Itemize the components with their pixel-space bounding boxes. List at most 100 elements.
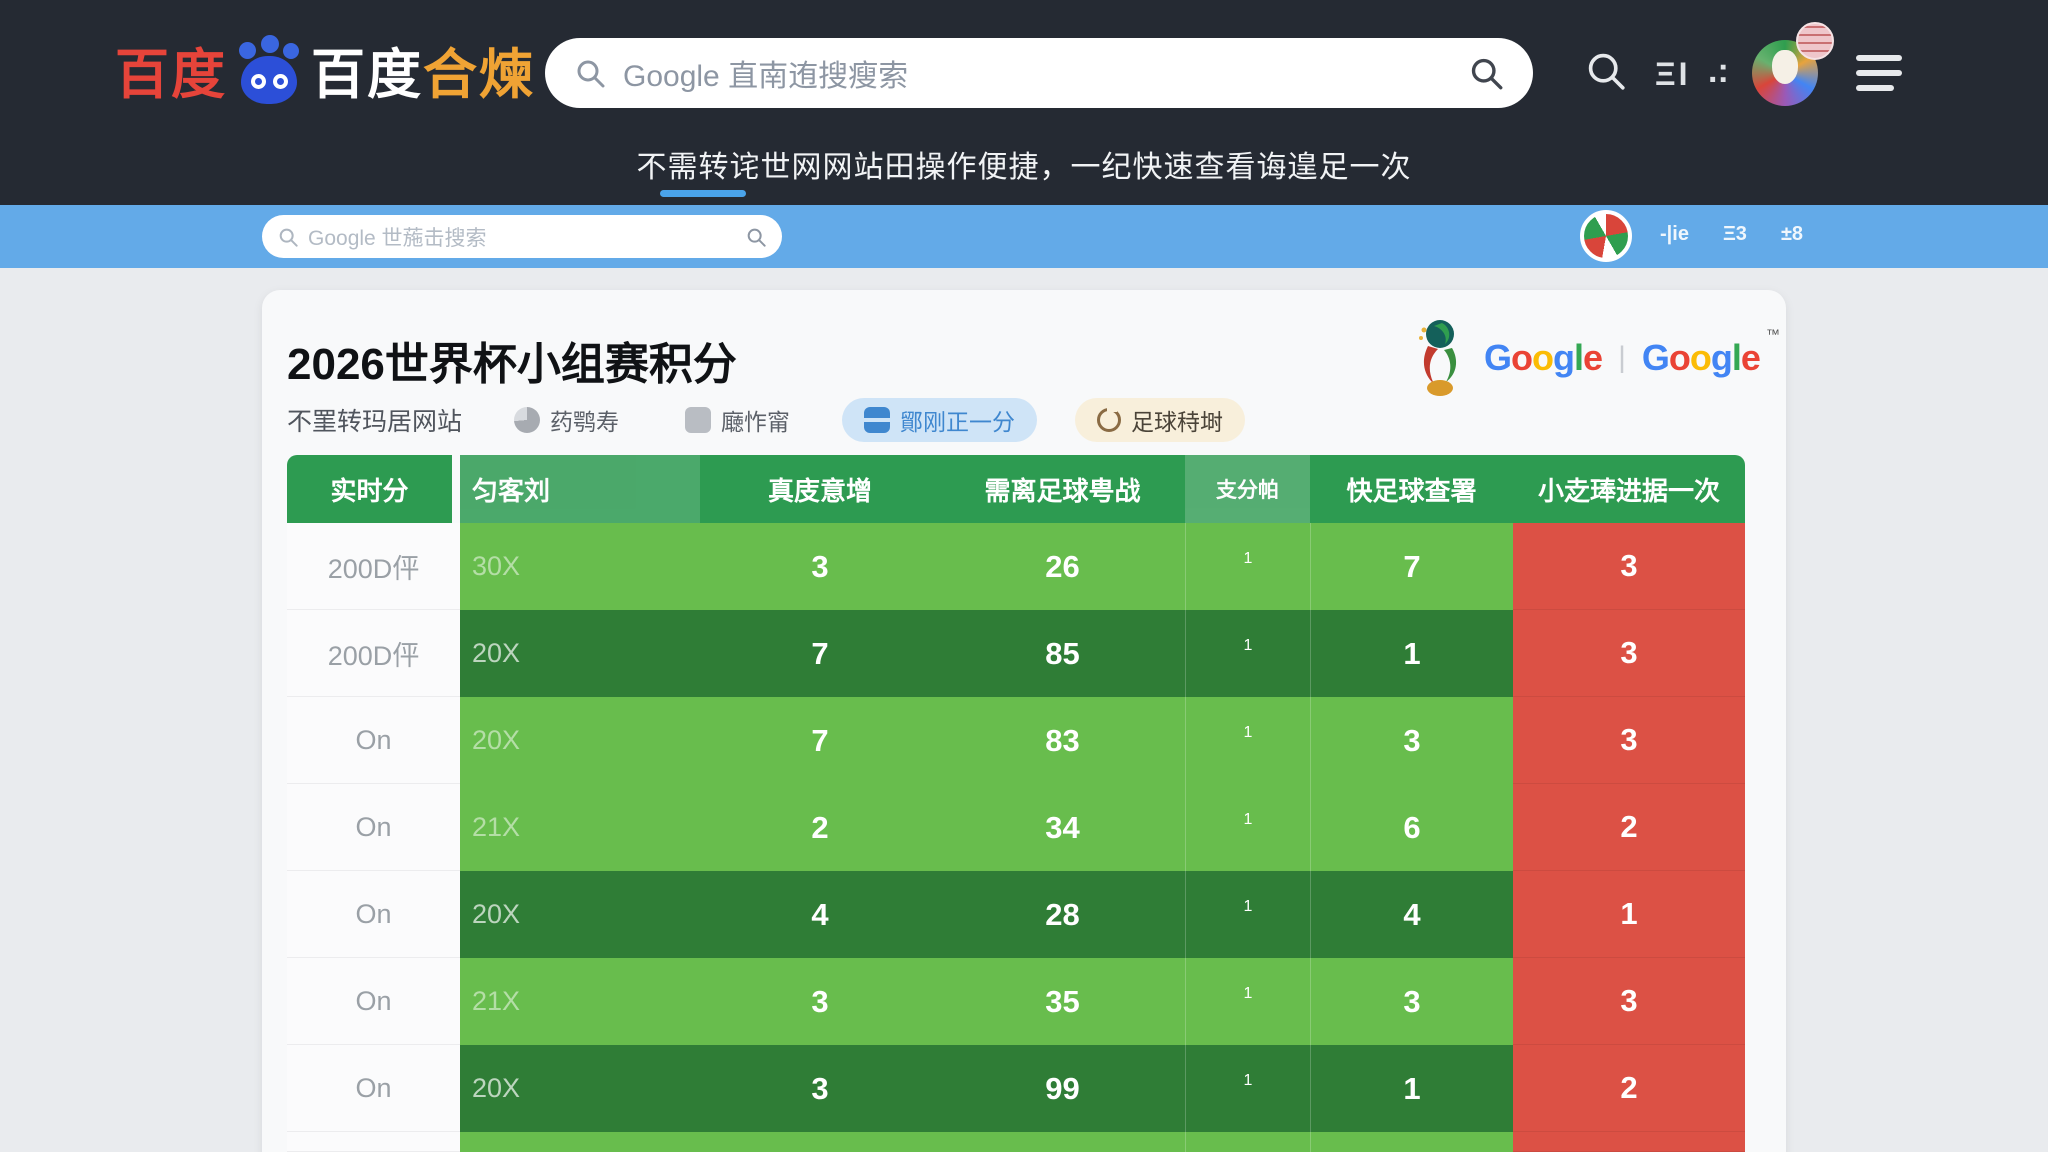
refresh-clock-icon: [1097, 404, 1122, 432]
square-icon: [685, 407, 712, 433]
cell-col2: 20X: [460, 1045, 700, 1132]
cell-col4: 83: [940, 697, 1185, 784]
standings-card: 2026世界杯小组赛积分 Google | Google ™ 不罣转玛居网站 药…: [262, 290, 1786, 1152]
trademark-mark: ™: [1765, 326, 1780, 342]
cell-col7: 3: [1513, 697, 1745, 784]
bluebar-links: -|ie Ξ3 ±8: [1660, 223, 1803, 246]
cell-status: 200D伻: [287, 523, 460, 610]
cell-col2: 21X: [460, 958, 700, 1045]
world-cup-trophy-logo: [1419, 320, 1457, 396]
cell-col2: 21X: [460, 784, 700, 871]
brand-row: Google | Google ™: [1412, 318, 1780, 398]
page-background: 2026世界杯小组赛积分 Google | Google ™ 不罣转玛居网站 药…: [0, 268, 2048, 1152]
header-cell: 支分帕: [1185, 455, 1310, 523]
header-cell: 实时分: [287, 455, 460, 523]
baidu-paw-icon: [233, 34, 305, 106]
filter-chip-football[interactable]: 足球秲埘: [1075, 398, 1246, 442]
cell-col4: 35: [940, 958, 1185, 1045]
chip-label: 药鹗寿: [550, 409, 620, 435]
google-logo: Google: [1641, 337, 1761, 378]
cell-col4: 26: [940, 523, 1185, 610]
cell-col2: 20X: [460, 697, 700, 784]
chip-label: 足球秲埘: [1131, 409, 1224, 435]
cell-col2: 20X: [460, 871, 700, 958]
cell-col5: [1185, 1132, 1310, 1152]
cell-col3: 2: [700, 784, 940, 871]
cell-col2: [460, 1132, 700, 1152]
cell-status: On: [287, 958, 460, 1045]
table-body: 200D伻 30X 3 26 1 7 3 200D伻 20X 7 85 1 1 …: [287, 523, 1745, 1132]
table-row: On 20X 4 28 1 4 1: [287, 871, 1745, 958]
avatar-badge: [1796, 22, 1834, 60]
cell-col3: 4: [700, 871, 940, 958]
cell-col3: 3: [700, 1045, 940, 1132]
cell-status: On: [287, 784, 460, 871]
cell-col6: 1: [1310, 610, 1513, 697]
cell-col6: 1: [1310, 1045, 1513, 1132]
header-cell: 匀客刘: [460, 455, 700, 523]
cell-col3: [700, 1132, 940, 1152]
header-cell: 需离足球甹战: [940, 455, 1185, 523]
filter-chip-2[interactable]: 廰怍甯: [671, 398, 804, 442]
filter-chip-active[interactable]: 鄮刚正一分: [842, 398, 1038, 442]
main-search-input[interactable]: Google 直南迶搜瘦索: [545, 38, 1533, 108]
cell-col7: 3: [1513, 958, 1745, 1045]
cell-col5: 1: [1185, 610, 1310, 697]
search-placeholder: Google 直南迶搜瘦索: [623, 60, 909, 93]
cell-status: On: [287, 697, 460, 784]
table-row: On 21X 2 34 1 6 2: [287, 784, 1745, 871]
cell-col3: 7: [700, 610, 940, 697]
search-submit-icon[interactable]: [1469, 56, 1503, 90]
secondary-search-placeholder: Google 世葹击搜索: [308, 226, 487, 250]
card-gray-note: 不罣转玛居网站: [287, 408, 463, 436]
bluebar-link[interactable]: ±8: [1780, 223, 1804, 245]
chip-label: 鄮刚正一分: [900, 409, 1016, 435]
page-title: 2026世界杯小组赛积分: [287, 340, 737, 389]
cell-col5: 1: [1185, 958, 1310, 1045]
cell-col6: 6: [1310, 784, 1513, 871]
google-logo: Google: [1484, 337, 1603, 378]
filter-row: 不罣转玛居网站 药鹗寿 廰怍甯 鄮刚正一分 足球秲埘: [287, 398, 1246, 442]
cell-col4: [940, 1132, 1185, 1152]
cell-col7: [1513, 1132, 1745, 1152]
more-options-icon[interactable]: .:: [1708, 52, 1729, 90]
cell-col7: 3: [1513, 523, 1745, 610]
cell-status: On: [287, 871, 460, 958]
search-icon: [577, 60, 605, 88]
cell-col2: 30X: [460, 523, 700, 610]
header-cell: 真庋意增: [700, 455, 940, 523]
cell-col6: 7: [1310, 523, 1513, 610]
cell-col7: 2: [1513, 1045, 1745, 1132]
stack-icon: [864, 407, 891, 433]
menu-hamburger-icon[interactable]: [1856, 55, 1902, 100]
layout-icon[interactable]: ΞI: [1655, 56, 1691, 92]
bluebar-link[interactable]: Ξ3: [1722, 223, 1747, 245]
football-crest-icon[interactable]: [1580, 210, 1632, 262]
baidu-logo[interactable]: 百度 百度 合煉: [115, 30, 535, 109]
table-row-partial: [287, 1132, 1745, 1152]
cell-col6: 4: [1310, 871, 1513, 958]
table-row: 200D伻 20X 7 85 1 1 3: [287, 610, 1745, 697]
cell-col4: 99: [940, 1045, 1185, 1132]
cell-col4: 28: [940, 871, 1185, 958]
filter-chip-1[interactable]: 药鹗寿: [500, 398, 633, 442]
nav-search-icon[interactable]: [1585, 50, 1627, 92]
cell-col3: 7: [700, 697, 940, 784]
search-icon: [279, 228, 298, 247]
cell-col5: 1: [1185, 697, 1310, 784]
banner-tab-indicator: [660, 190, 746, 197]
search-submit-icon[interactable]: [746, 227, 766, 247]
logo-text-gold: 合煉: [423, 45, 535, 105]
table-row: 200D伻 30X 3 26 1 7 3: [287, 523, 1745, 610]
cell-col4: 34: [940, 784, 1185, 871]
cell-col2: 20X: [460, 610, 700, 697]
logo-text-white: 百度: [311, 45, 423, 105]
cell-status: 200D伻: [287, 610, 460, 697]
secondary-search-input[interactable]: Google 世葹击搜索: [262, 215, 782, 258]
header-cell: 快足球查署: [1310, 455, 1513, 523]
logo-text-red: 百度: [115, 45, 227, 105]
cell-col7: 1: [1513, 871, 1745, 958]
bluebar-link[interactable]: -|ie: [1660, 223, 1689, 245]
cell-col4: 85: [940, 610, 1185, 697]
cell-status: On: [287, 1045, 460, 1132]
